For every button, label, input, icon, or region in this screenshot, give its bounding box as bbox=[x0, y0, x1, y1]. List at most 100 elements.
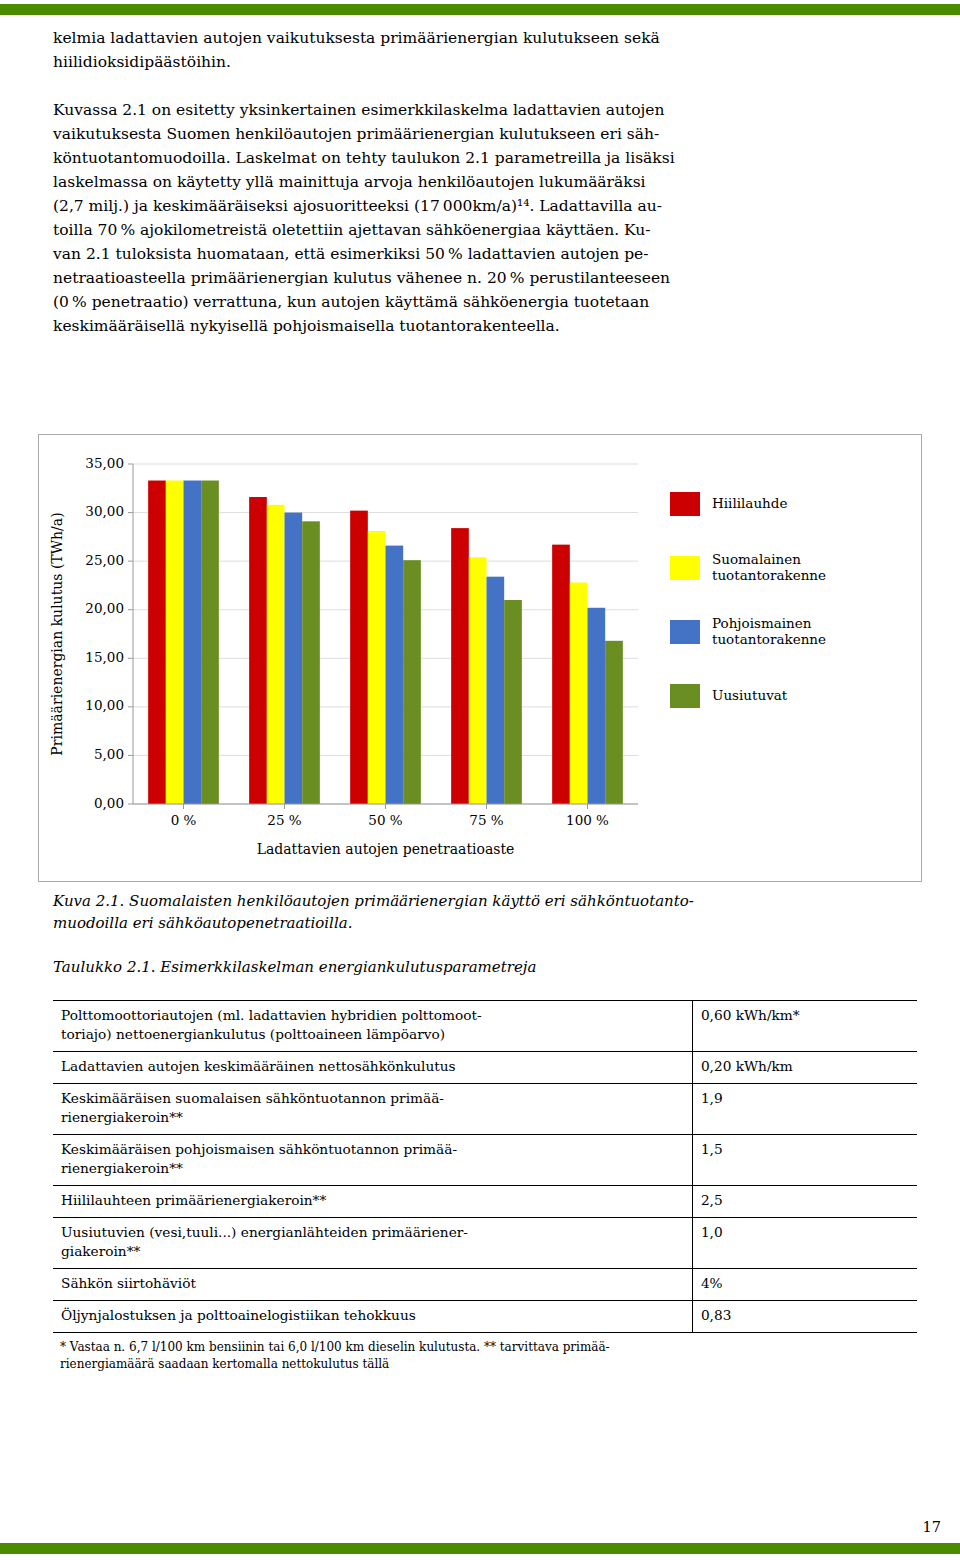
x-tick bbox=[385, 804, 386, 809]
y-tick-label: 0,00 bbox=[94, 795, 124, 811]
legend-swatch bbox=[670, 620, 700, 644]
legend: HiililauhdeSuomalainentuotantorakennePoh… bbox=[670, 492, 826, 708]
table-row: Öljynjalostuksen ja polttoainelogistiika… bbox=[53, 1301, 917, 1333]
bar bbox=[570, 583, 588, 804]
text-line: keskimääräisellä nykyisellä pohjoismaise… bbox=[53, 314, 933, 338]
table-row: Keskimääräisen pohjoismaisen sähköntuota… bbox=[53, 1135, 917, 1186]
table-row: Ladattavien autojen keskimääräinen netto… bbox=[53, 1052, 917, 1084]
bar bbox=[469, 557, 487, 804]
chart-frame bbox=[39, 435, 922, 882]
table-title: Taulukko 2.1. Esimerkkilaskelman energia… bbox=[53, 956, 933, 978]
table-cell: Öljynjalostuksen ja polttoainelogistiika… bbox=[53, 1301, 692, 1333]
table-cell: Keskimääräisen pohjoismaisen sähköntuota… bbox=[53, 1135, 692, 1186]
y-tick-label: 20,00 bbox=[85, 600, 124, 616]
bar bbox=[403, 560, 421, 804]
legend-label: Pohjoismainentuotantorakenne bbox=[712, 615, 826, 647]
table-footnote: * Vastaa n. 6,7 l/100 km bensiinin tai 6… bbox=[53, 1339, 917, 1373]
y-tick bbox=[128, 512, 133, 513]
table-cell: 1,5 bbox=[692, 1135, 917, 1186]
bar bbox=[504, 600, 522, 804]
table-cell: 0,83 bbox=[692, 1301, 917, 1333]
legend-label: Hiililauhde bbox=[712, 495, 787, 511]
bar bbox=[166, 481, 184, 804]
table-cell: Uusiutuvien (vesi,tuuli...) energianläht… bbox=[53, 1218, 692, 1269]
x-tick-label: 100 % bbox=[566, 812, 609, 828]
y-tick bbox=[128, 561, 133, 562]
bar bbox=[368, 531, 386, 804]
table-cell: 0,60 kWh/km* bbox=[692, 1001, 917, 1052]
table-block: Polttomoottoriautojen (ml. ladattavien h… bbox=[53, 1000, 917, 1373]
y-tick bbox=[128, 706, 133, 707]
table-cell: Keskimääräisen suomalaisen sähköntuotann… bbox=[53, 1084, 692, 1135]
accent-bar bbox=[0, 4, 960, 15]
bar bbox=[588, 608, 606, 804]
text-line: köntuotantomuodoilla. Laskelmat on tehty… bbox=[53, 146, 933, 170]
page-number: 17 bbox=[923, 1518, 941, 1536]
text-line: netraatioasteella primäärienergian kulut… bbox=[53, 266, 933, 290]
y-tick-label: 35,00 bbox=[85, 455, 124, 471]
y-tick-label: 30,00 bbox=[85, 503, 124, 519]
text-line: kelmia ladattavien autojen vaikutuksesta… bbox=[53, 26, 933, 50]
legend-swatch bbox=[670, 684, 700, 708]
x-tick-label: 50 % bbox=[368, 812, 402, 828]
y-tick-label: 25,00 bbox=[85, 552, 124, 568]
x-tick bbox=[587, 804, 588, 809]
parameter-table: Polttomoottoriautojen (ml. ladattavien h… bbox=[53, 1000, 917, 1333]
bar bbox=[302, 521, 320, 804]
legend-label-line: Pohjoismainen bbox=[712, 615, 812, 631]
legend-label: Uusiutuvat bbox=[712, 687, 788, 703]
x-tick-label: 75 % bbox=[469, 812, 503, 828]
paragraph: kelmia ladattavien autojen vaikutuksesta… bbox=[53, 26, 933, 74]
y-tick-label: 15,00 bbox=[85, 649, 124, 665]
bar bbox=[487, 577, 505, 804]
bar bbox=[201, 481, 219, 804]
table-row: Keskimääräisen suomalaisen sähköntuotann… bbox=[53, 1084, 917, 1135]
x-axis-label: Ladattavien autojen penetraatioaste bbox=[257, 841, 515, 857]
table-cell: 0,20 kWh/km bbox=[692, 1052, 917, 1084]
legend-label-line: tuotantorakenne bbox=[712, 567, 826, 583]
text-line: Kuvassa 2.1 on esitetty yksinkertainen e… bbox=[53, 98, 933, 122]
text-line: laskelmassa on käytetty yllä mainittuja … bbox=[53, 170, 933, 194]
y-tick bbox=[128, 755, 133, 756]
y-tick bbox=[128, 464, 133, 465]
table-cell: Polttomoottoriautojen (ml. ladattavien h… bbox=[53, 1001, 692, 1052]
y-tick bbox=[128, 609, 133, 610]
y-tick-label: 5,00 bbox=[94, 746, 124, 762]
y-tick-label: 10,00 bbox=[85, 697, 124, 713]
text-line: (2,7 milj.) ja keskimääräiseksi ajosuori… bbox=[53, 194, 933, 218]
table-row: Polttomoottoriautojen (ml. ladattavien h… bbox=[53, 1001, 917, 1052]
text-line: vaikutuksesta Suomen henkilöautojen prim… bbox=[53, 122, 933, 146]
table-row: Hiililauhteen primäärienergiakeroin**2,5 bbox=[53, 1186, 917, 1218]
text-line: van 2.1 tuloksista huomataan, että esime… bbox=[53, 242, 933, 266]
chart: 0,00 5,00 10,00 15,00 20,00 25,00 30,00 35,00 0 … bbox=[38, 434, 922, 882]
legend-label: Suomalainentuotantorakenne bbox=[712, 551, 826, 583]
y-axis bbox=[133, 464, 134, 804]
table-cell: 4% bbox=[692, 1269, 917, 1301]
table-row: Sähkön siirtohäviöt4% bbox=[53, 1269, 917, 1301]
bar bbox=[451, 528, 469, 804]
table-cell: Sähkön siirtohäviöt bbox=[53, 1269, 692, 1301]
x-tick bbox=[183, 804, 184, 809]
x-tick bbox=[486, 804, 487, 809]
legend-swatch bbox=[670, 556, 700, 580]
bar bbox=[386, 546, 404, 804]
table-cell: 1,0 bbox=[692, 1218, 917, 1269]
legend-label-line: tuotantorakenne bbox=[712, 631, 826, 647]
text-line: hiilidioksidipäästöihin. bbox=[53, 50, 933, 74]
table-row: Uusiutuvien (vesi,tuuli...) energianläht… bbox=[53, 1218, 917, 1269]
y-axis-label: Primäärienergian kulutus (TWh/a) bbox=[49, 512, 65, 755]
text-line: toilla 70 % ajokilometreistä oletettiin … bbox=[53, 218, 933, 242]
bar bbox=[350, 511, 368, 804]
x-tick bbox=[284, 804, 285, 809]
bars bbox=[148, 481, 623, 804]
paragraph: Kuvassa 2.1 on esitetty yksinkertainen e… bbox=[53, 98, 933, 338]
page: kelmia ladattavien autojen vaikutuksesta… bbox=[0, 0, 960, 1560]
x-tick-label: 0 % bbox=[171, 812, 197, 828]
y-tick bbox=[128, 658, 133, 659]
body-text: kelmia ladattavien autojen vaikutuksesta… bbox=[53, 26, 933, 338]
table-cell: 1,9 bbox=[692, 1084, 917, 1135]
y-tick bbox=[128, 804, 133, 805]
bar bbox=[605, 641, 623, 804]
legend-label-line: Suomalainen bbox=[712, 551, 801, 567]
x-tick-label: 25 % bbox=[267, 812, 301, 828]
